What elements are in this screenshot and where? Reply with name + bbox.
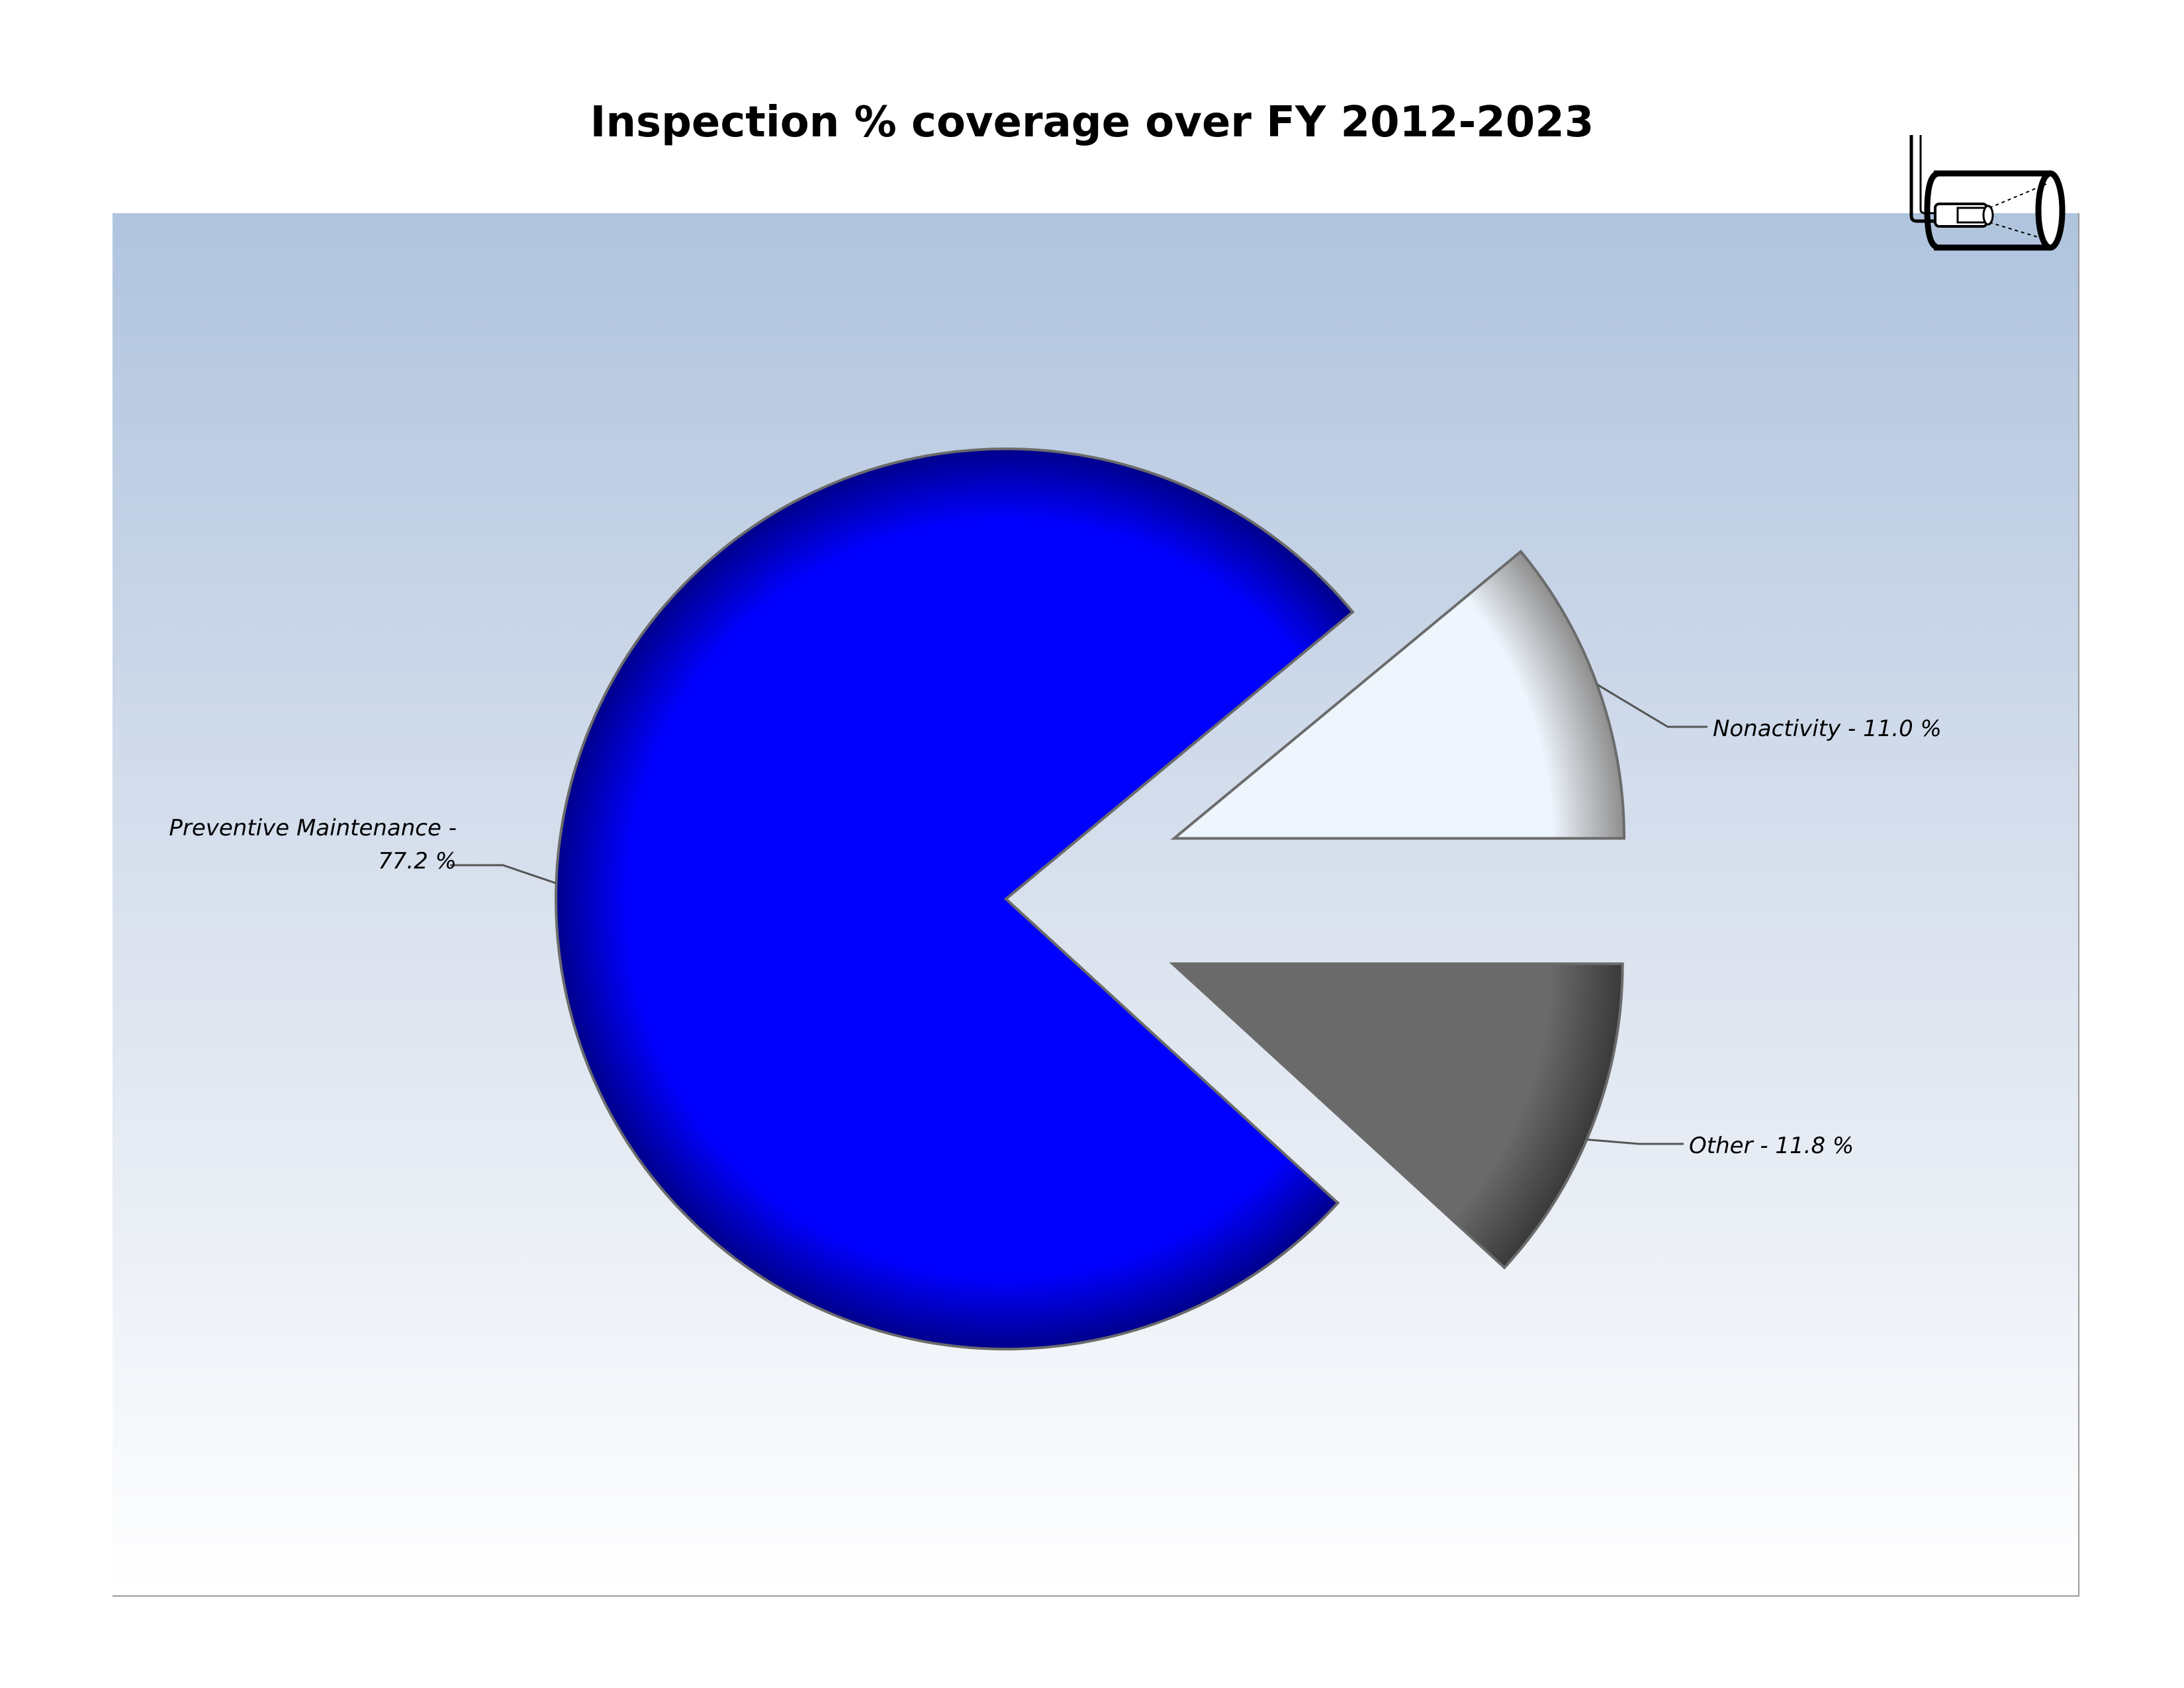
chart-title: Inspection % coverage over FY 2012-2023	[590, 98, 1594, 147]
pie-chart: Preventive Maintenance -77.2 % Nonactivit…	[169, 447, 1942, 1351]
slice-label: Nonactivity - 11.0 %	[1713, 716, 1942, 742]
leader-line	[450, 864, 557, 884]
leader-line	[1596, 683, 1707, 728]
pie-slice-preventive-maintenance	[555, 447, 1355, 1351]
slice-label: Preventive Maintenance -77.2 %	[169, 815, 457, 874]
plot-area: Preventive Maintenance -77.2 % Nonactivit…	[113, 213, 2079, 1597]
pie-slice-other	[1169, 962, 1624, 1270]
inspection-camera-icon	[1909, 135, 2066, 251]
leader-line	[1586, 1139, 1684, 1145]
slice-label: Other - 11.8 %	[1689, 1133, 1854, 1159]
